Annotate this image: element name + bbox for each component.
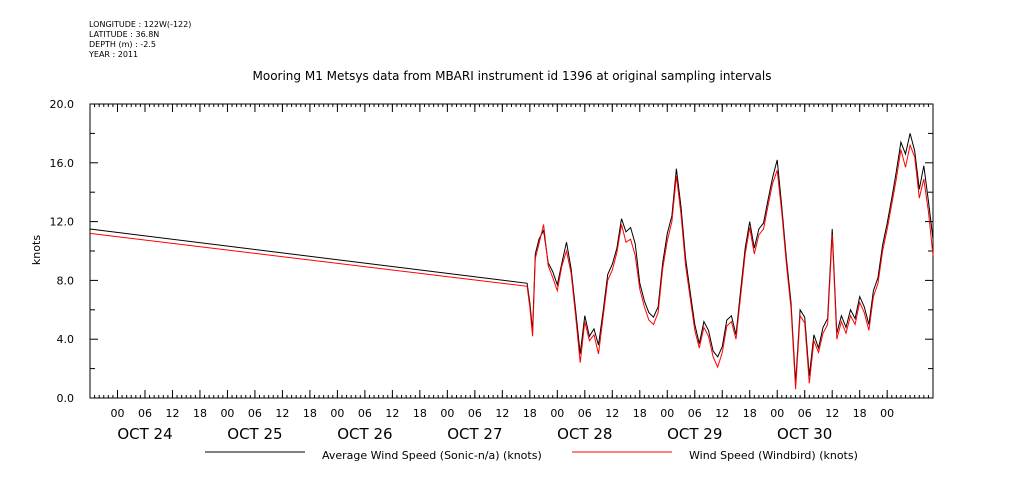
y-tick-label: 0.0: [57, 392, 75, 405]
y-tick-label: 12.0: [50, 216, 75, 229]
x-hour-label: 00: [330, 407, 344, 420]
x-day-label: OCT 25: [227, 425, 282, 443]
legend-label-average: Average Wind Speed (Sonic-n/a) (knots): [322, 449, 542, 462]
x-hour-label: 18: [413, 407, 427, 420]
x-hour-label: 00: [880, 407, 894, 420]
legend-label-windbird: Wind Speed (Windbird) (knots): [689, 449, 858, 462]
y-axis-label: knots: [30, 235, 43, 265]
chart-title: Mooring M1 Metsys data from MBARI instru…: [253, 69, 772, 83]
x-hour-label: 18: [633, 407, 647, 420]
x-hour-label: 18: [743, 407, 757, 420]
plot-frame: [89, 103, 934, 399]
longitude-text: LONGITUDE : 122W(-122): [89, 20, 192, 29]
x-hour-label: 00: [770, 407, 784, 420]
y-tick-label: 20.0: [50, 98, 75, 111]
latitude-text: LATITUDE : 36.8N: [89, 30, 160, 39]
x-hour-label: 12: [495, 407, 509, 420]
x-hour-label: 12: [385, 407, 399, 420]
x-hour-label: 12: [275, 407, 289, 420]
x-day-label: OCT 26: [337, 425, 392, 443]
x-day-label: OCT 24: [117, 425, 172, 443]
series-line-windbird-wind-speed: [89, 143, 934, 390]
x-hour-label: 06: [358, 407, 372, 420]
metadata-block: LONGITUDE : 122W(-122) LATITUDE : 36.8N …: [89, 20, 191, 60]
x-hour-label: 12: [825, 407, 839, 420]
x-hour-label: 12: [605, 407, 619, 420]
year-text: YEAR : 2011: [89, 50, 139, 59]
x-day-label: OCT 28: [557, 425, 612, 443]
x-day-label: OCT 30: [777, 425, 832, 443]
series-group: [89, 133, 934, 390]
x-hour-label: 00: [440, 407, 454, 420]
x-hour-label: 00: [660, 407, 674, 420]
y-tick-label: 8.0: [57, 274, 75, 287]
series-line-average-wind-speed: [89, 133, 934, 384]
y-axis: 0.0 4.0 8.0 12.0 16.0 20.0: [50, 98, 933, 405]
x-day-label: OCT 27: [447, 425, 502, 443]
x-hour-label: 12: [715, 407, 729, 420]
x-hour-label: 06: [468, 407, 482, 420]
depth-text: DEPTH (m) : -2.5: [89, 40, 156, 49]
x-hour-label: 00: [110, 407, 124, 420]
x-hour-label: 18: [303, 407, 317, 420]
x-hour-label: 00: [550, 407, 564, 420]
x-hour-label: 06: [578, 407, 592, 420]
y-tick-label: 4.0: [57, 333, 75, 346]
x-hour-label: 06: [798, 407, 812, 420]
y-tick-label: 16.0: [50, 157, 75, 170]
x-axis: 00 06 12 18 00 06 12 18 00 06 12 18 00 06 12 18 00 06 12 18…: [89, 104, 934, 443]
x-hour-label: 18: [853, 407, 867, 420]
x-hour-label: 06: [688, 407, 702, 420]
x-hour-label: 06: [248, 407, 262, 420]
x-day-label: OCT 29: [667, 425, 722, 443]
x-hour-label: 00: [220, 407, 234, 420]
x-hour-label: 18: [193, 407, 207, 420]
x-hour-label: 06: [138, 407, 152, 420]
x-hour-label: 18: [523, 407, 537, 420]
x-hour-label: 12: [165, 407, 179, 420]
